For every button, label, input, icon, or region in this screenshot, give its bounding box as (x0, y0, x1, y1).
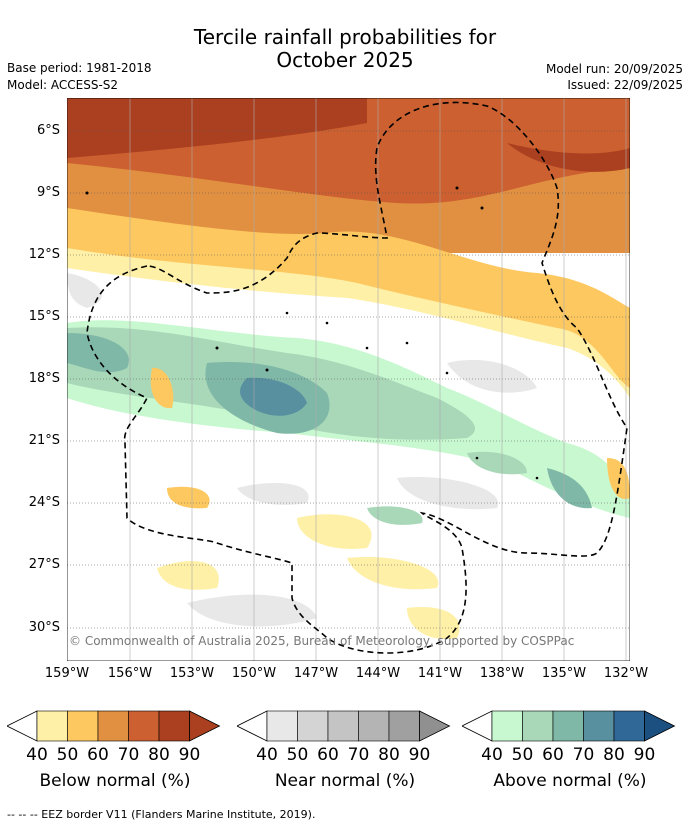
colorbar-tick: 50 (56, 745, 79, 765)
issued-date: Issued: 22/09/2025 (567, 78, 683, 92)
colorbar-segment (388, 710, 420, 742)
longitude-tick: 141°W (417, 666, 463, 681)
colorbar-segment (491, 710, 523, 742)
latitude-tick: 27°S (28, 557, 60, 572)
colorbar-segment (97, 710, 129, 742)
latitude-tick: 24°S (28, 495, 60, 510)
longitude-tick: 156°W (107, 666, 153, 681)
colorbar-extend-low (462, 710, 493, 742)
colorbar-segment (158, 710, 190, 742)
colorbar-segment (327, 710, 359, 742)
colorbar-tick: 50 (511, 745, 534, 765)
longitude-tick: 138°W (479, 666, 525, 681)
colorbar-below (7, 710, 221, 742)
colorbar-segment (583, 710, 615, 742)
longitude-tick: 150°W (231, 666, 277, 681)
colorbar-extend-high (644, 710, 676, 742)
longitude-tick: 132°W (603, 666, 649, 681)
colorbar-segment (128, 710, 160, 742)
colorbar-above (462, 710, 676, 742)
colorbar-label-above: Above normal (%) (493, 771, 647, 791)
colorbar-segment (358, 710, 390, 742)
latitude-tick: 15°S (28, 309, 60, 324)
longitude-tick: 144°W (355, 666, 401, 681)
longitude-tick: 135°W (541, 666, 587, 681)
map-meridians (67, 98, 627, 661)
colorbar-segment (67, 710, 99, 742)
chart-title-line2: October 2025 (276, 48, 414, 72)
eez-footnote: -- -- -- EEZ border V11 (Flanders Marine… (7, 808, 316, 821)
band-below-80 (67, 98, 367, 158)
colorbar-label-near: Near normal (%) (274, 771, 416, 791)
colorbar-extend-low (237, 710, 268, 742)
colorbar-near (237, 710, 451, 742)
colorbar-tick: 80 (378, 745, 400, 765)
colorbar-extend-high (189, 710, 221, 742)
model-name: Model: ACCESS-S2 (7, 78, 119, 92)
colorbar-segment (36, 710, 68, 742)
colorbar-tick: 70 (572, 745, 595, 765)
band-above-60 (67, 333, 129, 373)
copyright-notice: © Commonwealth of Australia 2025, Bureau… (69, 634, 575, 648)
latitude-tick: 30°S (28, 620, 60, 635)
rainfall-probability-map (67, 98, 630, 661)
eez-border-lines (86, 101, 628, 654)
colorbar-tick: 70 (117, 745, 140, 765)
colorbar-tick: 90 (633, 745, 656, 765)
colorbar-segment (552, 710, 584, 742)
colorbar-tick: 90 (408, 745, 431, 765)
base-period: Base period: 1981-2018 (7, 61, 152, 75)
colorbar-tick: 40 (256, 745, 278, 765)
colorbar-tick: 40 (481, 745, 503, 765)
colorbar-extend-low (7, 710, 38, 742)
colorbar-segment (522, 710, 554, 742)
colorbar-tick: 60 (87, 745, 109, 765)
colorbar-tick: 90 (178, 745, 201, 765)
colorbar-tick: 80 (148, 745, 170, 765)
colorbar-segment (266, 710, 298, 742)
band-above-70 (240, 377, 307, 416)
colorbar-tick: 80 (603, 745, 625, 765)
latitude-tick: 9°S (36, 185, 60, 200)
colorbar-tick: 60 (542, 745, 564, 765)
model-run: Model run: 20/09/2025 (545, 62, 683, 76)
chart-title-line1: Tercile rainfall probabilities for (193, 25, 497, 49)
colorbar-tick: 40 (26, 745, 48, 765)
colorbar-tick: 70 (347, 745, 370, 765)
map-gridlines (67, 130, 630, 629)
colorbar-tick: 50 (286, 745, 309, 765)
colorbar-label-below: Below normal (%) (39, 771, 191, 791)
colorbar-segment (297, 710, 329, 742)
colorbar-tick: 60 (317, 745, 339, 765)
longitude-tick: 153°W (169, 666, 215, 681)
latitude-tick: 21°S (28, 433, 60, 448)
longitude-tick: 147°W (293, 666, 339, 681)
latitude-tick: 6°S (36, 123, 60, 138)
island-markers (85, 186, 539, 480)
colorbar-extend-high (419, 710, 451, 742)
longitude-tick: 159°W (44, 666, 90, 681)
latitude-tick: 18°S (28, 371, 60, 386)
latitude-tick: 12°S (28, 247, 60, 262)
colorbar-segment (613, 710, 645, 742)
